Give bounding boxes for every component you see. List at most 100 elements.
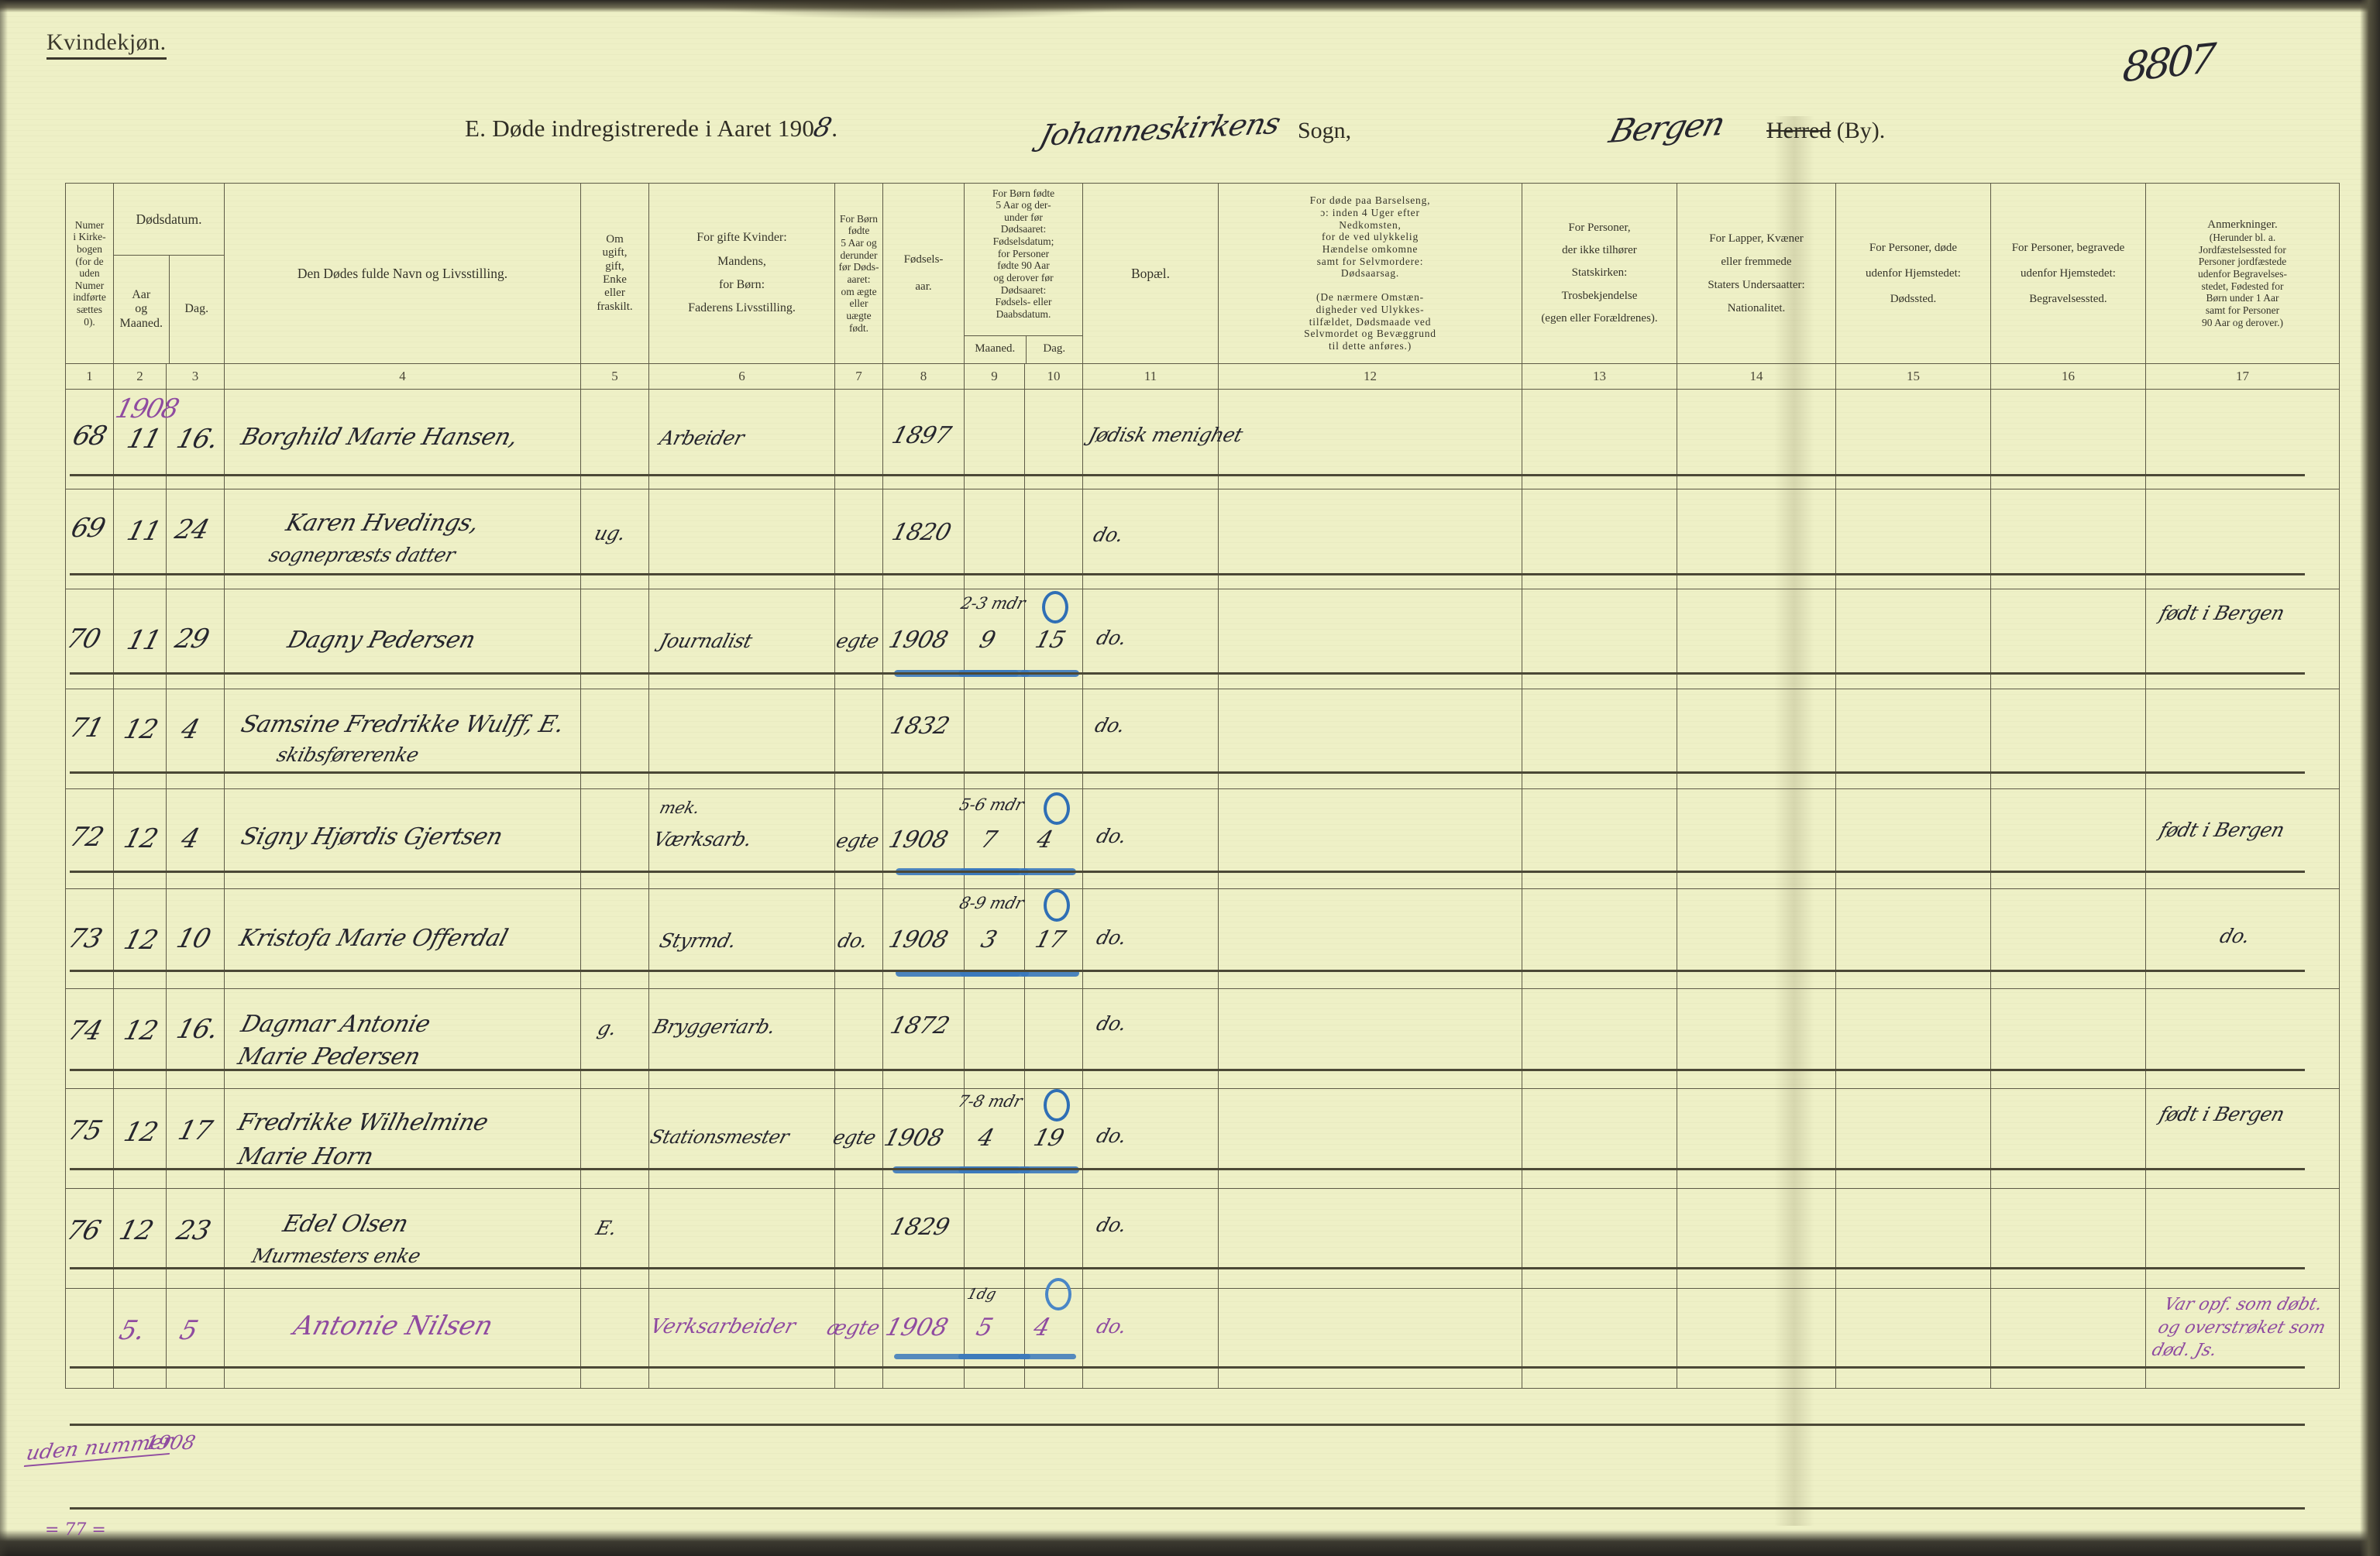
- header-col-14: For Lapper, Kvæner eller fremmede Staters…: [1677, 183, 1836, 364]
- header-col-1: Numer i Kirke- bogen (for de uden Numer ind…: [65, 183, 114, 364]
- header-col-15: For Personer, døde udenfor Hjemstedet: Dø…: [1835, 183, 1991, 364]
- title-period: .: [831, 115, 838, 142]
- cell-trosbekjendelse: [1522, 1188, 1677, 1289]
- last-row-year-note: 1908: [143, 1431, 198, 1454]
- header-col-4: Den Dødes fulde Navn og Livsstilling.: [224, 183, 581, 364]
- scan-edge-bottom: [0, 1530, 2380, 1556]
- cell-dag: 4: [166, 788, 225, 889]
- cell-civilstand: [580, 1088, 649, 1189]
- column-number-band: 1 2 3 4 5 6 7 8 9 10 11 12 13 14 15 16 1…: [65, 363, 2340, 390]
- header-dodsdatum: Dødsdatum.: [136, 211, 202, 227]
- cell-birth-year: 1897: [882, 389, 965, 489]
- cell-dodsaarsag: [1218, 1088, 1522, 1189]
- col-num-16: 16: [1990, 363, 2146, 390]
- cell-bopael: Jødisk menighet: [1082, 389, 1245, 489]
- blue-note-months: 8-9 mdr: [957, 894, 1027, 912]
- scan-smudge: [682, 0, 1162, 20]
- cell-birth-month: 7 5-6 mdr: [958, 788, 1026, 889]
- col-num-13: 13: [1522, 363, 1677, 390]
- cell-nationalitet: [1677, 888, 1836, 989]
- cell-aar-maaned: 12: [113, 689, 167, 789]
- cell-begravelsessted: [1990, 888, 2146, 989]
- footer-page-note: = 77 =: [45, 1520, 106, 1540]
- table-row: 75 12 17 Fredrikke Wilhelmine Marie Horn…: [65, 1088, 2340, 1189]
- scan-edge-right: [2360, 0, 2380, 1556]
- cell-anmerkninger: født i Bergen: [2145, 788, 2340, 889]
- cell-husband-occupation: mek. Værksarb.: [648, 788, 835, 889]
- col-num-3: 3: [166, 363, 225, 390]
- cell-nationalitet: [1677, 689, 1836, 789]
- table-header-row: Numer i Kirke- bogen (for de uden Numer ind…: [65, 183, 2340, 364]
- cell-husband-occupation: Verksarbeider: [648, 1288, 835, 1389]
- header-aar-maaned: Aar og Maaned.: [119, 287, 163, 330]
- cell-nationalitet: [1677, 988, 1836, 1089]
- cell-begravelsessted: [1990, 788, 2146, 889]
- herred-label: Herred (By).: [1766, 118, 1885, 144]
- table-row: 69 11 24 Karen Hvedings, sognepræsts dat…: [65, 489, 2340, 589]
- cell-birth-day: 4: [1020, 788, 1083, 889]
- col-num-6: 6: [648, 363, 835, 390]
- cell-name: Fredrikke Wilhelmine Marie Horn: [224, 1088, 581, 1189]
- herred-suffix: (By).: [1836, 118, 1886, 143]
- cell-birth-year: 1908: [881, 1088, 1030, 1189]
- col-num-15: 15: [1835, 363, 1991, 390]
- cell-anmerkninger: Var opf. som døbt. og overstrøket som dø…: [2145, 1288, 2340, 1389]
- cell-birth-year: 1820: [882, 489, 965, 589]
- col-num-1: 1: [65, 363, 114, 390]
- sex-heading: Kvindekjøn.: [46, 29, 167, 60]
- cell-birth-year: 1908: [882, 888, 1029, 989]
- cell-name: Karen Hvedings, sognepræsts datter: [224, 489, 581, 589]
- cell-bopael: do.: [1082, 1088, 1219, 1189]
- cell-aegte: egte: [831, 1088, 883, 1189]
- cell-dodsaarsag: [1218, 689, 1522, 789]
- cell-dag: 4: [166, 689, 225, 789]
- col-num-2: 2: [113, 363, 167, 390]
- header-col-9-group: For Børn fødte 5 Aar og der- under før Død…: [964, 183, 1083, 364]
- blue-note-days: 1dg: [965, 1286, 999, 1303]
- cell-begravelsessted: [1990, 988, 2146, 1089]
- cell-aegte: [834, 489, 883, 589]
- cell-aegte: egte: [834, 788, 883, 889]
- cell-husband-occupation: [648, 1188, 835, 1289]
- cell-trosbekjendelse: [1522, 888, 1677, 989]
- cell-number: 74: [65, 988, 114, 1089]
- cell-aar-maaned: 11: [113, 489, 167, 589]
- header-col-5: Om ugift, gift, Enke eller fraskilt.: [580, 183, 649, 364]
- cell-husband-occupation: Bryggeriarb.: [648, 988, 835, 1089]
- cell-dodssted: [1835, 888, 1991, 989]
- cell-trosbekjendelse: [1522, 1288, 1677, 1389]
- cell-name: Edel Olsen Murmesters enke: [224, 1188, 581, 1289]
- cell-dodsaarsag: [1218, 1188, 1522, 1289]
- cell-name: Dagmar Antonie Marie Pedersen: [224, 988, 581, 1089]
- header-fodsel-dag: Dag.: [1043, 342, 1066, 356]
- cell-aar-maaned: 12: [113, 988, 167, 1089]
- cell-nationalitet: [1677, 1288, 1836, 1389]
- cell-name: Borghild Marie Hansen,: [224, 389, 581, 489]
- table-row: 71 12 4 Samsine Fredrikke Wulff, E. skib…: [65, 689, 2340, 789]
- scan-edge-top: [0, 0, 2380, 12]
- cell-birth-day: [1024, 689, 1083, 789]
- cell-nationalitet: [1677, 788, 1836, 889]
- cell-birth-year: 1829: [882, 1188, 965, 1289]
- cell-number: 69: [65, 489, 114, 589]
- cell-dag: 23: [166, 1188, 225, 1289]
- sex-heading-text: Kvindekjøn.: [46, 29, 167, 60]
- cell-dodssted: [1835, 1088, 1991, 1189]
- cell-trosbekjendelse: [1522, 489, 1677, 589]
- header-col-11: Bopæl.: [1082, 183, 1219, 364]
- cell-husband-occupation: Styrmd.: [648, 888, 835, 989]
- cell-begravelsessted: [1990, 1188, 2146, 1289]
- header-fodsel-maaned: Maaned.: [975, 342, 1016, 356]
- cell-name: Samsine Fredrikke Wulff, E. skibsføreren…: [224, 689, 581, 789]
- cell-birth-month: [964, 1188, 1025, 1289]
- cell-anmerkninger: [2145, 1188, 2340, 1289]
- cell-civilstand: [580, 1288, 649, 1389]
- cell-bopael: do.: [1082, 489, 1219, 589]
- cell-trosbekjendelse: [1522, 1088, 1677, 1189]
- cell-number: 72: [65, 788, 114, 889]
- header-col-2-group: Dødsdatum. Aar og Maaned. Dag.: [113, 183, 225, 364]
- table-row: 76 12 23 Edel Olsen Murmesters enke E. 1…: [64, 1188, 2340, 1289]
- cell-begravelsessted: [1990, 689, 2146, 789]
- cell-aegte: [834, 689, 883, 789]
- header-col-12: For døde paa Barselseng, ɔ: inden 4 Uger …: [1218, 183, 1522, 364]
